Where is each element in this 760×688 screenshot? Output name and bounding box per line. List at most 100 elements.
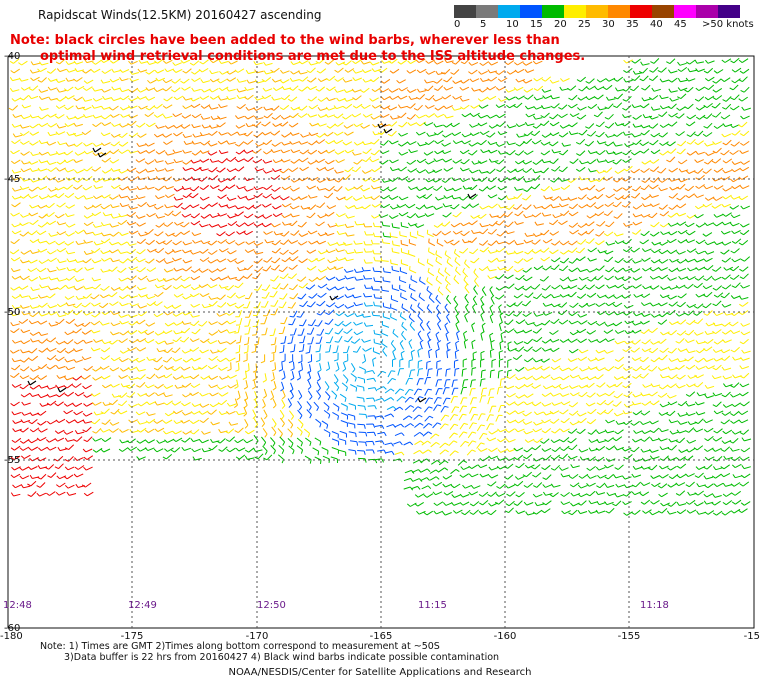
wind-barb xyxy=(224,284,235,291)
wind-barb xyxy=(640,448,651,453)
wind-barb xyxy=(163,400,173,406)
wind-barb xyxy=(515,366,525,372)
wind-barb xyxy=(442,474,453,480)
wind-barb xyxy=(506,491,516,497)
wind-barb xyxy=(614,240,625,245)
wind-barb xyxy=(46,347,57,352)
wind-barb xyxy=(281,370,286,381)
wind-barb xyxy=(83,214,94,219)
wind-barb xyxy=(366,397,376,402)
wind-barb xyxy=(199,257,210,262)
wind-barb xyxy=(568,402,579,408)
wind-barb xyxy=(208,167,218,173)
wind-barb xyxy=(659,294,670,299)
wind-barb xyxy=(586,292,597,298)
wind-barb xyxy=(640,302,651,307)
wind-barb xyxy=(613,474,623,479)
wind-barb xyxy=(155,149,166,155)
wind-barb xyxy=(226,320,237,325)
wind-barb xyxy=(532,428,543,433)
wind-barb xyxy=(278,121,289,127)
wind-barb xyxy=(325,249,336,254)
wind-barb xyxy=(126,438,136,444)
wind-barb xyxy=(361,170,372,174)
wind-barb xyxy=(218,103,228,109)
wind-barb xyxy=(352,103,363,109)
wind-barb xyxy=(455,340,460,350)
wind-barb xyxy=(19,140,30,145)
wind-barb xyxy=(208,130,218,136)
wind-barb xyxy=(9,349,20,354)
wind-barb xyxy=(218,392,229,397)
wind-barb xyxy=(182,149,192,154)
wind-barb xyxy=(64,376,74,381)
wind-barb xyxy=(153,133,164,138)
wind-barb xyxy=(92,376,102,381)
wind-barb xyxy=(459,78,470,84)
wind-barb xyxy=(739,338,749,345)
wind-barb xyxy=(260,354,266,364)
wind-barb xyxy=(101,194,111,199)
wind-barb xyxy=(172,336,182,343)
wind-barb xyxy=(667,230,678,236)
wind-barb xyxy=(495,294,505,300)
wind-barb xyxy=(676,429,687,434)
wind-barb xyxy=(217,178,228,183)
wind-barb xyxy=(397,59,407,65)
wind-barb xyxy=(11,383,22,388)
wind-barb xyxy=(190,220,201,226)
wind-barb xyxy=(280,381,285,392)
wind-barb xyxy=(389,68,400,74)
wind-barb xyxy=(262,265,272,272)
wind-barb xyxy=(596,338,606,344)
wind-barb xyxy=(513,250,524,255)
wind-barb xyxy=(576,150,586,156)
wind-barb xyxy=(279,417,285,428)
wind-barb xyxy=(243,149,254,154)
wind-barb xyxy=(39,106,49,111)
wind-barb xyxy=(181,284,192,289)
wind-barb xyxy=(136,382,146,388)
wind-barb xyxy=(146,373,156,380)
wind-barb xyxy=(270,105,280,111)
wind-barb xyxy=(73,339,84,345)
wind-barb xyxy=(290,230,300,236)
wind-barb xyxy=(586,490,596,497)
wind-barb xyxy=(441,230,452,236)
wind-barb xyxy=(471,322,476,333)
wind-barb xyxy=(439,423,449,430)
wind-barb xyxy=(109,105,119,111)
wind-barb xyxy=(533,204,543,209)
wind-barb xyxy=(65,204,76,209)
wind-barb xyxy=(392,358,397,367)
wind-barb xyxy=(488,203,498,209)
wind-barb xyxy=(658,492,668,498)
wind-barb xyxy=(74,195,85,200)
wind-barb xyxy=(191,328,201,335)
wind-barb xyxy=(190,410,201,415)
wind-barb xyxy=(505,239,515,245)
wind-barb xyxy=(398,196,409,201)
wind-barb xyxy=(649,511,659,516)
wind-barb xyxy=(684,86,694,93)
wind-barb xyxy=(495,86,506,91)
wind-barb xyxy=(676,509,687,515)
wind-barb xyxy=(704,510,715,515)
wind-barb xyxy=(648,347,659,354)
wind-barb xyxy=(12,484,22,489)
wind-barb xyxy=(216,357,227,363)
wind-barb xyxy=(135,158,146,163)
wind-barb xyxy=(363,241,373,246)
wind-barb xyxy=(398,176,409,181)
wind-barb xyxy=(464,312,468,323)
colorbar-tick-label: 25 xyxy=(578,19,591,30)
wind-barb xyxy=(323,429,331,437)
wind-barb xyxy=(649,184,659,190)
wind-barb xyxy=(353,159,363,165)
wind-barb xyxy=(623,340,634,345)
wind-barb xyxy=(540,374,551,379)
wind-barb xyxy=(416,68,427,74)
wind-barb xyxy=(551,446,561,453)
wind-barb xyxy=(621,447,632,452)
wind-barb xyxy=(558,132,569,138)
